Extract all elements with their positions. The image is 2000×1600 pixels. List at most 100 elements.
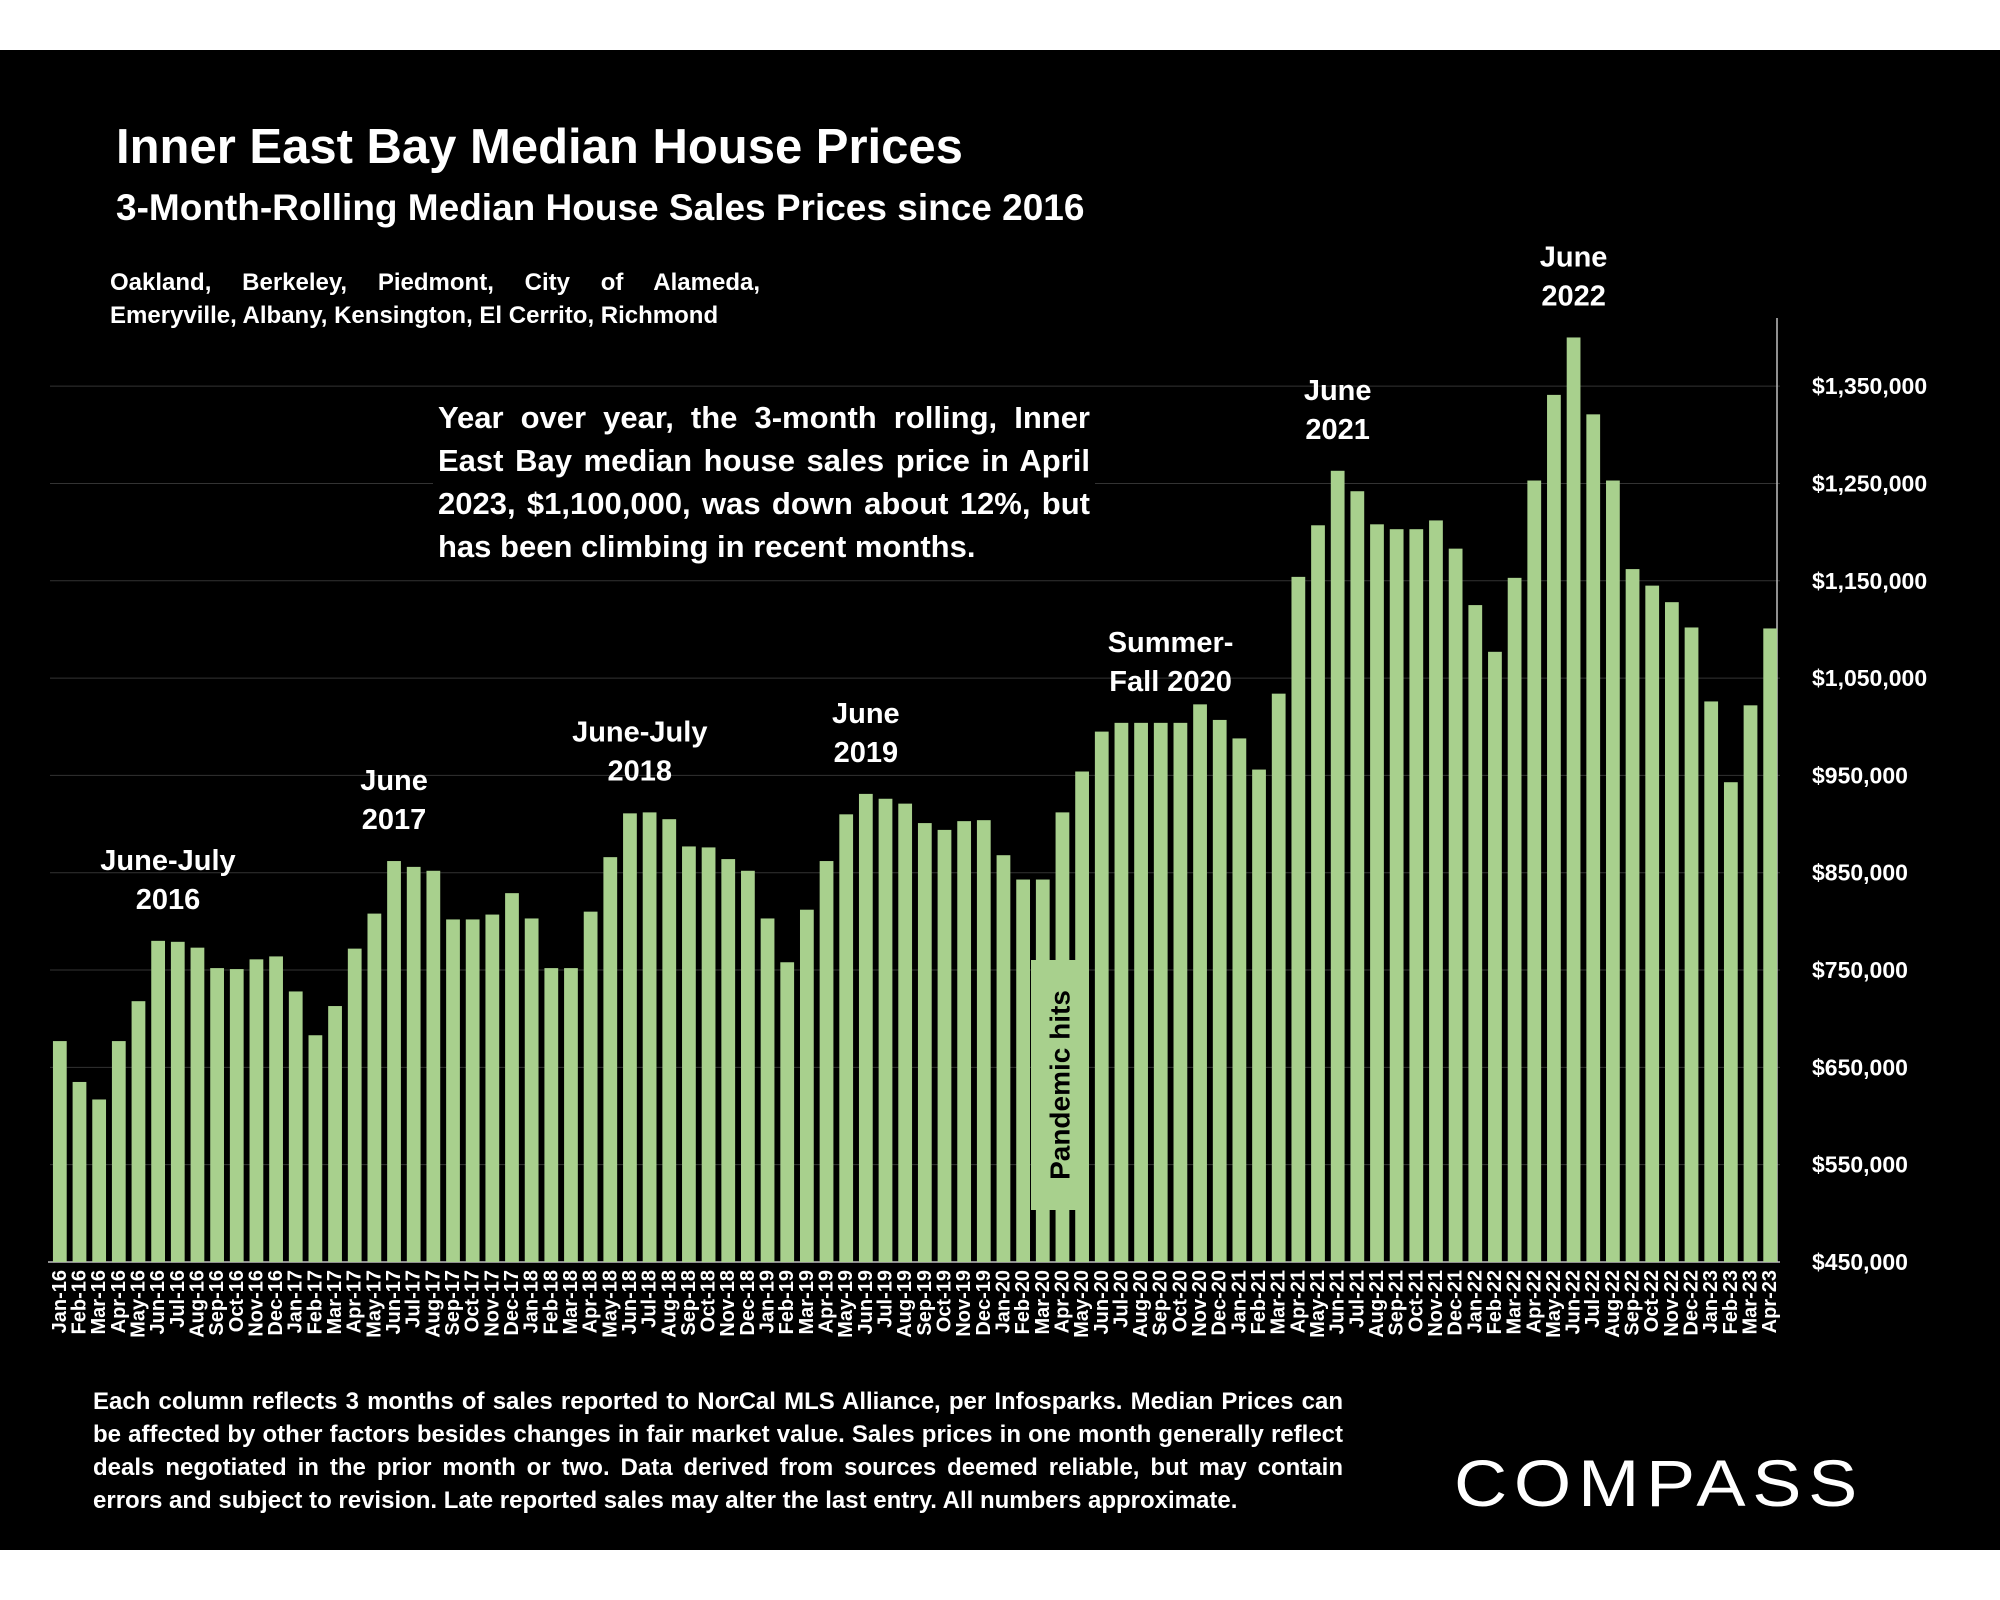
x-tick-label: Feb-19	[776, 1270, 798, 1334]
x-tick-label: Jul-19	[875, 1270, 897, 1328]
peak-annotation: Fall 2020	[1109, 666, 1232, 698]
x-tick-label: Apr-18	[580, 1270, 602, 1333]
x-tick-label: Mar-20	[1032, 1270, 1054, 1334]
peak-annotation: June	[832, 698, 900, 730]
x-tick-label: Mar-21	[1268, 1270, 1290, 1334]
pandemic-label-box	[1031, 960, 1089, 1210]
y-axis-ticks: $450,000 $550,000 $650,000 $750,000 $850,000…	[1812, 373, 1927, 1275]
x-tick-label: Aug-21	[1366, 1270, 1388, 1338]
peak-annotation: June	[1540, 241, 1608, 273]
x-tick-label: Mar-19	[796, 1270, 818, 1334]
bar	[760, 918, 775, 1262]
bar	[583, 911, 598, 1262]
bar	[52, 1041, 67, 1262]
bar	[92, 1099, 107, 1262]
x-tick-label: Sep-17	[442, 1270, 464, 1336]
bar	[1763, 628, 1778, 1262]
bar	[1723, 782, 1738, 1262]
x-tick-label: Feb-20	[1012, 1270, 1034, 1334]
x-tick-label: Aug-20	[1130, 1270, 1152, 1338]
bar	[799, 909, 814, 1262]
bar	[1330, 470, 1345, 1262]
bar	[1606, 480, 1620, 1263]
x-tick-label: Nov-19	[953, 1270, 975, 1337]
y-tick-label: $1,250,000	[1812, 470, 1927, 496]
bar	[190, 947, 205, 1262]
bar	[210, 968, 224, 1262]
x-tick-label: May-19	[835, 1270, 857, 1338]
x-tick-label: Dec-20	[1209, 1270, 1231, 1336]
x-tick-label: May-17	[363, 1270, 385, 1338]
x-tick-label: Dec-17	[501, 1270, 523, 1336]
peak-annotation: June-July	[100, 845, 235, 877]
bar	[1704, 701, 1719, 1262]
bar	[151, 940, 166, 1262]
bar	[229, 969, 244, 1262]
peak-annotation: 2019	[834, 737, 899, 769]
x-tick-label: Oct-16	[226, 1270, 248, 1332]
x-tick-label: Jun-20	[1091, 1270, 1113, 1334]
bar	[170, 941, 185, 1262]
bar	[898, 803, 913, 1262]
x-tick-label: Jul-17	[403, 1270, 425, 1328]
x-tick-label: Jul-22	[1582, 1270, 1604, 1328]
x-tick-label: Feb-23	[1720, 1270, 1742, 1334]
bar	[937, 829, 952, 1262]
peak-annotation: 2022	[1541, 280, 1606, 312]
x-tick-label: Sep-16	[206, 1270, 228, 1336]
peak-annotation: 2018	[608, 755, 673, 787]
x-tick-label: Dec-22	[1681, 1270, 1703, 1336]
x-axis-ticks: Jan-16Feb-16Mar-16Apr-16May-16Jun-16Jul-…	[49, 1270, 1781, 1338]
bar	[819, 861, 834, 1262]
bar	[465, 919, 480, 1262]
bar	[858, 793, 873, 1262]
x-tick-label: Oct-17	[462, 1270, 484, 1332]
pandemic-label-text: Pandemic hits	[1045, 990, 1076, 1180]
bar	[701, 847, 716, 1262]
x-tick-label: Feb-22	[1484, 1270, 1506, 1334]
x-tick-label: Nov-21	[1425, 1270, 1447, 1337]
bar	[564, 968, 578, 1262]
bar	[1743, 705, 1758, 1262]
pandemic-label: Pandemic hits	[1031, 960, 1089, 1210]
bar	[741, 870, 755, 1262]
x-tick-label: Aug-17	[422, 1270, 444, 1338]
x-tick-label: Nov-22	[1661, 1270, 1683, 1337]
x-tick-label: Sep-21	[1386, 1270, 1408, 1336]
x-tick-label: Jan-16	[49, 1270, 71, 1333]
x-tick-label: May-18	[599, 1270, 621, 1338]
bar	[721, 859, 736, 1262]
x-tick-label: Dec-18	[737, 1270, 759, 1336]
x-tick-label: Apr-21	[1287, 1270, 1309, 1333]
region-note: Oakland, Berkeley, Piedmont, City of Ala…	[110, 269, 760, 329]
bar	[1193, 704, 1207, 1262]
bar	[780, 962, 795, 1262]
x-tick-label: Apr-23	[1759, 1270, 1781, 1333]
x-tick-label: Sep-20	[1150, 1270, 1172, 1336]
x-tick-label: Mar-16	[88, 1270, 110, 1334]
x-tick-label: Feb-21	[1248, 1270, 1270, 1334]
x-tick-label: Jan-17	[285, 1270, 307, 1333]
peak-annotation: June	[1304, 375, 1372, 407]
bar	[1016, 879, 1031, 1262]
y-tick-label: $1,350,000	[1812, 373, 1927, 399]
x-tick-label: Nov-17	[481, 1270, 503, 1337]
bar	[1684, 627, 1699, 1262]
bar	[1134, 722, 1148, 1262]
bar	[1291, 576, 1306, 1262]
x-tick-label: Apr-20	[1051, 1270, 1073, 1333]
bar	[426, 870, 441, 1262]
bar	[1566, 337, 1581, 1262]
bar	[1389, 529, 1404, 1262]
bar	[367, 913, 382, 1262]
bar	[1488, 651, 1502, 1262]
bar	[1114, 722, 1129, 1262]
x-tick-label: Apr-22	[1523, 1270, 1545, 1333]
x-tick-label: Aug-16	[186, 1270, 208, 1338]
x-tick-label: Jun-22	[1563, 1270, 1585, 1334]
x-tick-label: Aug-19	[894, 1270, 916, 1338]
x-tick-label: Oct-18	[698, 1270, 720, 1332]
x-tick-label: Jun-21	[1327, 1270, 1349, 1334]
bar	[839, 814, 854, 1262]
